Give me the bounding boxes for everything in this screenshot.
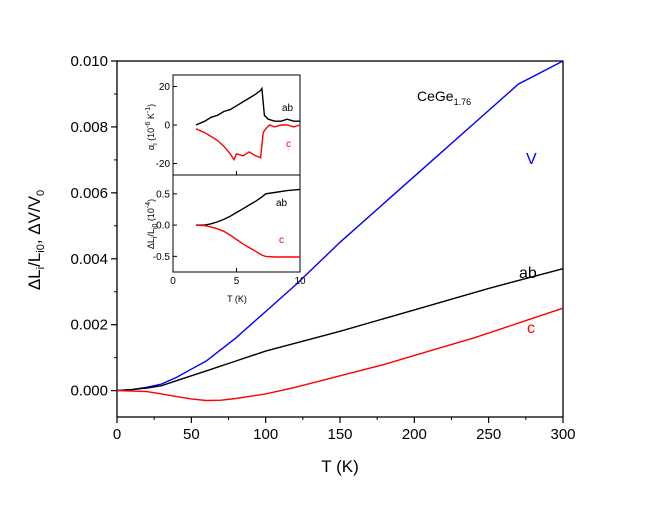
main-ticks: 0 50 100 150 200 250 3000.0000.0020.0040.0060.…: [70, 53, 575, 443]
y-tick-label: 0.000: [70, 383, 108, 400]
svg-text:ΔLi/Li0 (10-4): ΔLi/Li0 (10-4): [145, 199, 159, 249]
inset-bottom-line-c: [195, 224, 300, 258]
svg-text:ΔLi/Li0, ΔV/V0: ΔLi/Li0, ΔV/V0: [25, 190, 47, 290]
y-axis-title: ΔLi/Li0, ΔV/V0: [25, 190, 47, 290]
inset-top-y-tick-label: 0: [164, 121, 170, 132]
inset-top-label-c: c: [286, 139, 291, 150]
inset-top-ticks: 20 0 -20: [156, 82, 301, 175]
series-label-v: V: [526, 151, 537, 168]
inset-top-y-tick-label: 20: [159, 82, 171, 93]
inset-bottom-y-tick-label: 0.0: [156, 221, 170, 232]
main-line-v: [116, 60, 564, 392]
inset-top-y-tick-label: -20: [156, 159, 171, 170]
inset-bottom-x-title: T (K): [227, 294, 247, 304]
inset-bottom-y-title: ΔLi/Li0 (10-4): [145, 199, 159, 249]
inset-bottom-x-tick-label: 10: [294, 276, 306, 287]
main-line-ab: [116, 268, 564, 392]
inset-bottom-label-c: c: [279, 235, 284, 246]
svg-text:αi (10-6 K-1): αi (10-6 K-1): [145, 104, 159, 150]
y-tick-label: 0.008: [70, 119, 108, 136]
x-tick-label: 0: [113, 426, 121, 443]
x-tick-label: 300: [550, 426, 575, 443]
inset-bottom-label-ab: ab: [276, 198, 288, 209]
inset-bottom-line-ab: [195, 188, 301, 226]
y-tick-label: 0.006: [70, 185, 108, 202]
compound-label: CeGe1.76: [417, 88, 471, 107]
y-tick-label: 0.010: [70, 53, 108, 70]
series-label-ab: ab: [519, 265, 537, 282]
inset-top-series-lines: [195, 86, 301, 162]
series-label-c: c: [527, 320, 535, 337]
inset-bottom-series-lines: [195, 188, 301, 258]
x-tick-label: 200: [402, 426, 427, 443]
y-tick-label: 0.004: [70, 251, 108, 268]
inset-bottom-ticks: 0.5 0.0 -0.5 0 5 10: [153, 189, 306, 287]
main-series-lines: [116, 60, 564, 402]
x-tick-label: 50: [183, 426, 200, 443]
x-axis-title: T (K): [321, 457, 358, 476]
y-tick-label: 0.002: [70, 317, 108, 334]
x-tick-label: 250: [476, 426, 501, 443]
inset-bottom-x-tick-label: 0: [170, 276, 176, 287]
inset-bottom-y-tick-label: 0.5: [156, 189, 170, 200]
inset-top-y-title: αi (10-6 K-1): [145, 104, 159, 150]
x-tick-label: 150: [327, 426, 352, 443]
inset-top-label-ab: ab: [282, 103, 294, 114]
inset-bottom-y-tick-label: -0.5: [153, 252, 171, 263]
inset-bottom-x-tick-label: 5: [234, 276, 240, 287]
x-tick-label: 100: [253, 426, 278, 443]
inset-top-line-c: [195, 124, 301, 162]
main-line-c: [116, 307, 564, 402]
inset-top-line-ab: [195, 86, 300, 126]
